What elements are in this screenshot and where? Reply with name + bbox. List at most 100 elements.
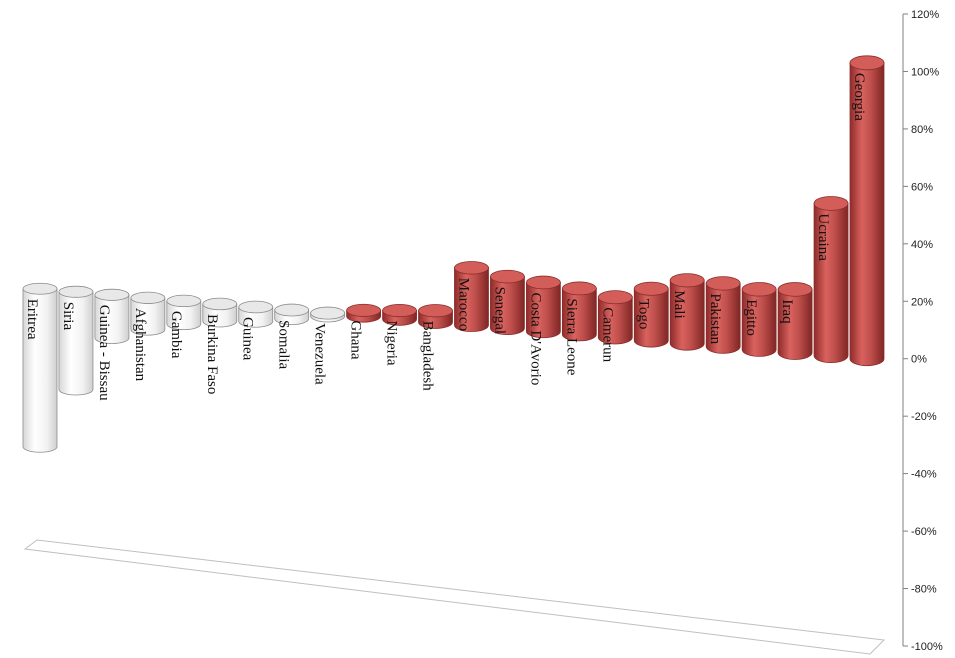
bar-body <box>94 294 130 344</box>
bar-3 <box>130 291 166 336</box>
y-tick-label: -20% <box>911 411 937 423</box>
bar-body <box>166 300 202 331</box>
bar-14 <box>525 275 561 339</box>
bar-20 <box>741 282 777 357</box>
y-tick-label: -80% <box>911 584 937 596</box>
bar-23 <box>849 55 885 367</box>
category-label: Georgia <box>851 73 867 121</box>
bar-cap <box>849 55 885 71</box>
bar-cap <box>310 306 346 320</box>
bar-cap <box>454 261 489 275</box>
chart-floor <box>23 539 886 655</box>
category-label: Egitto <box>743 299 759 336</box>
bar-1 <box>58 285 94 396</box>
bar-body <box>813 203 849 364</box>
bar-19 <box>705 276 741 354</box>
bar-body <box>525 282 561 339</box>
bar-13 <box>490 269 525 336</box>
category-label: Mali <box>671 290 687 318</box>
bar-cap <box>166 294 202 308</box>
bar-8 <box>310 306 346 323</box>
bar-15 <box>561 281 597 342</box>
bar-10 <box>382 303 417 326</box>
bar-cap <box>202 297 238 311</box>
bar-18 <box>669 273 705 351</box>
category-labels: Eritrea Siria Guinea - Bissau Afghanistan Ga… <box>24 73 867 401</box>
floor-plane <box>23 539 886 655</box>
category-label: Eritrea <box>24 299 40 340</box>
bar-cap <box>633 281 669 296</box>
bar-cap <box>777 282 813 297</box>
bar-22 <box>813 196 849 364</box>
category-label: Marocco <box>455 278 471 331</box>
bar-body <box>849 62 885 367</box>
category-label: Gambia <box>168 311 184 359</box>
y-axis: -100% -80% -60% -40% -20% 0% 20% 40% 60% 80% 100% 1… <box>902 9 943 653</box>
bar-cap <box>22 282 58 295</box>
category-label: Ucraina <box>815 213 831 261</box>
bar-cap <box>130 291 166 304</box>
bar-cap <box>274 303 310 317</box>
bar-5 <box>202 297 238 328</box>
bar-body <box>705 282 741 354</box>
category-label: Afghanistan <box>132 308 148 382</box>
bar-21 <box>777 282 813 360</box>
bar-16 <box>597 290 633 345</box>
bar-cap <box>94 288 130 301</box>
category-label: Iraq <box>779 299 795 324</box>
bar-0 <box>22 282 58 453</box>
bar-body <box>202 303 238 328</box>
bar-cap <box>490 269 525 284</box>
bar-body <box>130 297 166 336</box>
bar-body <box>58 291 94 396</box>
y-tick-label: -40% <box>911 469 937 481</box>
y-tick-label: 0% <box>911 354 927 366</box>
bars <box>22 55 885 453</box>
category-label: Ghana <box>348 320 364 359</box>
bar-4 <box>166 294 202 331</box>
bar-7 <box>274 303 310 326</box>
y-tick-label: 40% <box>911 239 933 251</box>
y-tick-label: 60% <box>911 181 933 193</box>
bar-cap <box>561 281 597 296</box>
category-label: Senegal <box>491 287 507 334</box>
bar-body <box>561 288 597 342</box>
bar-cap <box>669 273 705 288</box>
category-label: Guinea <box>240 317 256 361</box>
bar-9 <box>346 303 382 323</box>
bar-6 <box>238 300 274 328</box>
bar-cap <box>705 276 741 291</box>
category-label: Sierra Leone <box>563 298 579 375</box>
category-label: Camerun <box>599 307 615 362</box>
category-label: Venezuela <box>312 323 328 385</box>
category-label: Bangladesh <box>420 321 436 391</box>
bar-body <box>490 276 525 336</box>
bar-cap <box>346 303 382 317</box>
y-tick-label: 100% <box>911 66 939 78</box>
category-label: Guinea - Bissau <box>96 305 112 401</box>
y-tick-label: -100% <box>911 641 943 653</box>
bar-cap <box>382 303 417 318</box>
bar-cap <box>741 282 777 297</box>
category-label: Siria <box>60 302 76 331</box>
bar-12 <box>454 261 489 332</box>
category-label: Burkina Faso <box>204 314 220 394</box>
bar-body <box>454 267 489 332</box>
bar-11 <box>418 304 453 329</box>
y-tick-label: 20% <box>911 296 933 308</box>
bar-body <box>633 288 669 348</box>
bar-body <box>22 288 58 453</box>
bar-body <box>597 296 633 345</box>
bar-cap <box>418 304 453 318</box>
bar-body <box>669 279 705 351</box>
category-label: Somalia <box>276 320 292 370</box>
y-tick-label: 120% <box>911 9 939 21</box>
bar-cap <box>813 196 849 211</box>
category-label: Costa D'Avorio <box>527 292 543 385</box>
y-tick-label: -60% <box>911 526 937 538</box>
category-label: Togo <box>635 299 651 330</box>
bar-body <box>741 288 777 357</box>
bar-cap <box>238 300 274 314</box>
bar-17 <box>633 281 669 348</box>
